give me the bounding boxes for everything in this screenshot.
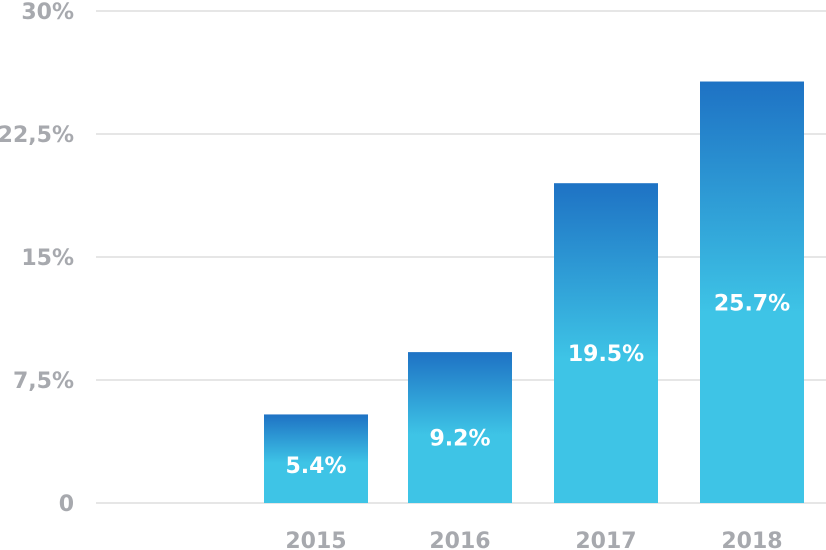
- bar-2015: [264, 414, 368, 503]
- x-tick-label-2016: 2016: [429, 529, 490, 550]
- y-tick-label: 0: [59, 492, 74, 517]
- y-tick-label: 7,5%: [13, 369, 74, 394]
- y-tick-label: 15%: [21, 246, 74, 271]
- x-tick-label-2018: 2018: [721, 529, 782, 550]
- bar-2018: [700, 81, 804, 504]
- y-tick-label: 30%: [21, 0, 74, 25]
- bar-2016: [408, 352, 512, 503]
- x-tick-label-2017: 2017: [575, 529, 636, 550]
- data-label-2016: 9.2%: [429, 427, 490, 452]
- data-labels: 5.4% 9.2% 19.5% 25.7%: [285, 291, 790, 479]
- x-tick-label-2015: 2015: [285, 529, 346, 550]
- y-tick-label: 22,5%: [0, 123, 74, 148]
- bar-2017: [554, 183, 658, 503]
- data-label-2015: 5.4%: [285, 454, 346, 479]
- data-label-2017: 19.5%: [568, 342, 644, 367]
- x-axis: 2015 2016 2017 2018: [285, 529, 782, 550]
- data-label-2018: 25.7%: [714, 291, 790, 316]
- y-axis: 0 7,5% 15% 22,5% 30%: [0, 0, 74, 517]
- bars: [264, 81, 804, 504]
